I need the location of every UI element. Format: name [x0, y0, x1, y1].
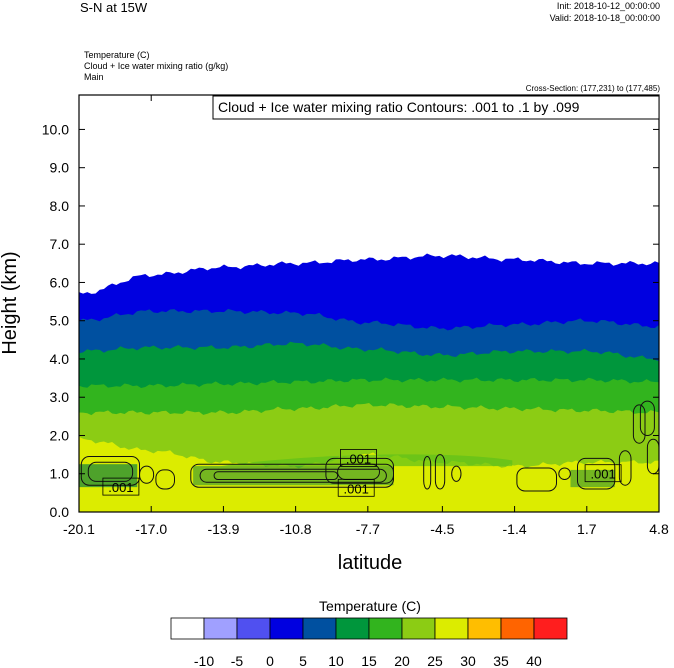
contour-label: .001	[590, 467, 615, 482]
legend-swatch	[533, 617, 568, 640]
x-axis-ticks: -20.1 -17.0 -13.9 -10.8 -7.7 -4.5 -1.4 1.7 4.8	[63, 95, 669, 537]
legend-swatch	[302, 617, 337, 640]
legend-label: 30	[460, 653, 476, 668]
legend-swatch	[401, 617, 436, 640]
legend-swatch	[170, 617, 205, 640]
y-tick-label: 9.0	[50, 160, 70, 176]
cool-pocket-east	[570, 469, 615, 488]
field-label-temperature: Temperature (C)	[84, 50, 150, 60]
legend-swatch	[368, 617, 403, 640]
plot-frame	[78, 94, 660, 513]
x-tick-label: -20.1	[63, 521, 95, 537]
contour-title-box: Cloud + Ice water mixing ratio Contours:…	[212, 95, 660, 120]
y-tick-label: 4.0	[50, 351, 70, 367]
x-tick-label: -13.9	[207, 521, 239, 537]
warm-patch-mid	[221, 454, 513, 467]
legend-label: -5	[231, 653, 244, 668]
cloud-water-contours	[80, 400, 660, 492]
field-label-cloud: Cloud + Ice water mixing ratio (g/kg)	[84, 61, 229, 71]
band-warm-25C	[244, 481, 659, 512]
y-tick-label: 10.0	[42, 121, 69, 137]
cross-section-label: Cross-Section: (177,231) to (177,485)	[525, 84, 660, 93]
contour-label-box	[102, 477, 140, 496]
legend-label: -10	[194, 653, 214, 668]
x-tick-label: -10.8	[280, 521, 312, 537]
plot-title: S-N at 15W	[80, 0, 148, 15]
y-tick-label: 1.0	[50, 466, 70, 482]
cloud-contour-6	[213, 471, 339, 480]
y-tick-label: 7.0	[50, 236, 70, 252]
cloud-contour-12	[516, 467, 558, 492]
cloud-contour-1	[87, 461, 134, 482]
cool-pocket-mid	[193, 466, 394, 486]
x-tick-label: 4.8	[649, 521, 669, 537]
legend-label: 25	[427, 653, 443, 668]
cloud-contour-0	[80, 456, 141, 486]
x-tick-label: -4.5	[430, 521, 454, 537]
init-time: Init: 2018-10-12_00:00:00	[556, 1, 660, 11]
y-tick-label: 8.0	[50, 198, 70, 214]
contour-labels: .001 .001 .001 .001	[102, 448, 622, 497]
legend-label: 40	[526, 653, 542, 668]
temperature-legend: Temperature (C) -10 -5 0 5 10 15 20 25 30 35 40	[170, 598, 568, 668]
x-tick-label: 1.7	[577, 521, 597, 537]
legend-swatch	[335, 617, 370, 640]
legend-label: 10	[328, 653, 344, 668]
legend-swatch	[236, 617, 271, 640]
cloud-contour-16	[632, 404, 646, 444]
contour-label-box	[337, 478, 375, 497]
cloud-contour-3	[155, 469, 175, 490]
x-axis-label: latitude	[338, 552, 403, 574]
legend-swatch	[500, 617, 535, 640]
contour-title: Cloud + Ice water mixing ratio Contours:…	[218, 99, 580, 115]
cloud-contour-7	[325, 457, 394, 484]
y-axis-ticks: 0.0 1.0 2.0 3.0 4.0 5.0 6.0 7.0 8.0 9.0 10.0	[42, 121, 659, 520]
legend-swatch	[203, 617, 238, 640]
cloud-contour-14	[577, 457, 616, 490]
cloud-contour-17	[639, 400, 655, 437]
cloud-contour-10	[434, 454, 446, 490]
x-tick-label: -7.7	[356, 521, 380, 537]
legend-label: 5	[299, 653, 307, 668]
warm-surface-region	[79, 454, 659, 512]
contour-label: .001	[344, 481, 369, 496]
legend-label: 35	[493, 653, 509, 668]
y-tick-label: 5.0	[50, 313, 70, 329]
legend-label: 20	[394, 653, 410, 668]
cloud-contour-5	[199, 468, 387, 483]
legend-swatch	[269, 617, 304, 640]
y-tick-label: 0.0	[50, 504, 70, 520]
legend-label: 15	[361, 653, 377, 668]
cloud-contour-15	[618, 450, 632, 486]
legend-swatch	[467, 617, 502, 640]
legend-label: 0	[266, 653, 274, 668]
contour-label-box	[584, 464, 622, 483]
contour-label: .001	[346, 451, 371, 466]
y-tick-label: 6.0	[50, 274, 70, 290]
valid-time: Valid: 2018-10-18_00:00:00	[549, 13, 660, 23]
x-tick-label: -1.4	[503, 521, 527, 537]
legend-swatch	[434, 617, 469, 640]
contour-label-box	[340, 448, 377, 467]
cloud-contour-2	[139, 465, 155, 484]
field-label-main: Main	[84, 72, 104, 82]
contour-label: .001	[108, 480, 133, 495]
x-tick-label: -17.0	[135, 521, 167, 537]
cloud-contour-9	[423, 456, 432, 490]
y-tick-label: 2.0	[50, 427, 70, 443]
cloud-contour-11	[451, 465, 462, 482]
y-tick-label: 3.0	[50, 389, 70, 405]
y-axis-label: Height (km)	[0, 251, 21, 354]
cloud-contour-13	[558, 467, 571, 480]
legend-title: Temperature (C)	[319, 598, 421, 614]
